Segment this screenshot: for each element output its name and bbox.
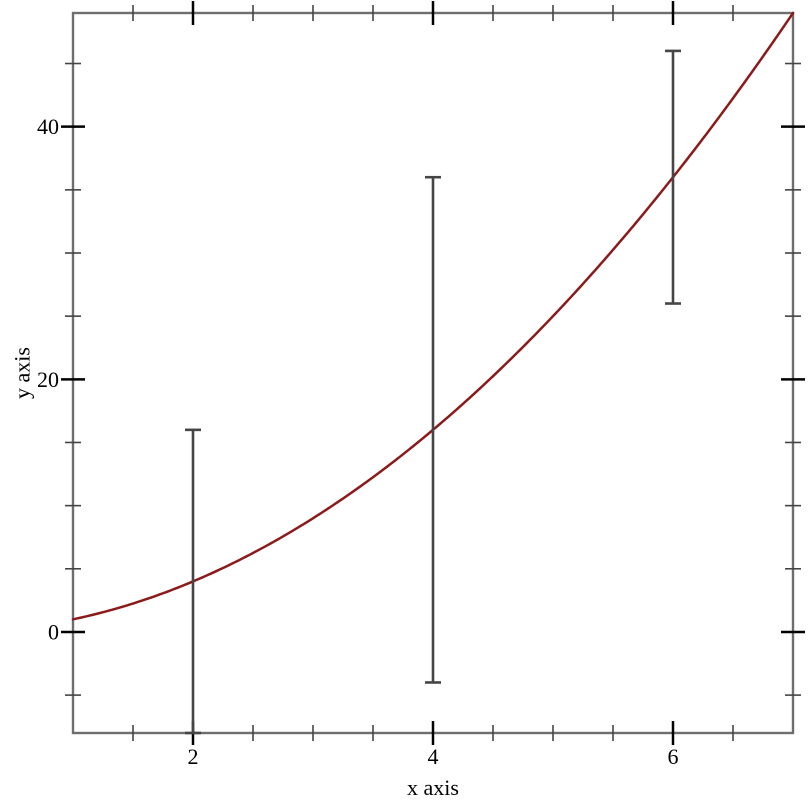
y-tick-label: 20 <box>37 367 59 392</box>
x-tick-label: 4 <box>428 744 439 769</box>
y-tick-label: 40 <box>37 114 59 139</box>
x-tick-label: 6 <box>668 744 679 769</box>
plot-decorations: 2 4 6 0 20 40 <box>37 1 805 769</box>
y-axis-label: y axis <box>10 347 35 399</box>
plot-data-layer <box>71 11 795 735</box>
x-tick-label: 2 <box>188 744 199 769</box>
y-tick-label: 0 <box>48 619 59 644</box>
x-axis-label: x axis <box>407 775 459 800</box>
